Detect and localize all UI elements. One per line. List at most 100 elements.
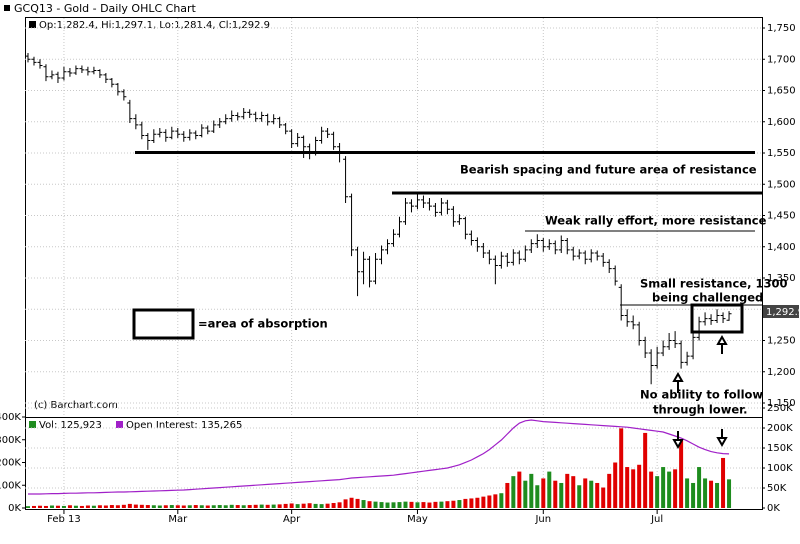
ohlc-bar [426, 198, 432, 211]
down-arrow [716, 429, 728, 448]
volume-bar [589, 480, 594, 508]
volume-bar [685, 478, 690, 508]
volume-bar [73, 505, 78, 508]
y-tick-label: 1,500 [767, 179, 796, 190]
ohlc-bar [73, 65, 79, 75]
annotation: being challenged [652, 291, 763, 305]
ohlc-bar [253, 111, 259, 122]
ohlc-bar [25, 53, 31, 63]
chart-title: GCQ13 - Gold - Daily OHLC Chart [14, 2, 197, 15]
volume-bar [307, 503, 312, 508]
ohlc-bar [726, 311, 732, 321]
volume-bar [271, 504, 276, 508]
ohlc-bar [720, 312, 726, 323]
ohlc-bar [642, 336, 648, 358]
ohlc-bar [295, 133, 301, 147]
y-tick-label: 0K [8, 503, 21, 514]
ohlc-bar [373, 253, 379, 285]
y-tick-label: 1,700 [767, 54, 796, 65]
volume-bar [571, 476, 576, 508]
volume-bar [223, 505, 228, 508]
ohlc-bar [546, 239, 552, 250]
volume-bar [169, 505, 174, 508]
volume-bar [691, 482, 696, 508]
ohlc-bar [169, 126, 175, 140]
ohlc-bar [684, 351, 690, 366]
ohlc-bar [277, 116, 283, 128]
absorption-box [690, 303, 744, 334]
ohlc-bar [61, 66, 67, 81]
volume-bar [679, 439, 684, 508]
ohlc-bar [37, 59, 43, 69]
y-tick-label: 1,650 [767, 86, 796, 97]
legend-swatch [29, 421, 36, 428]
ohlc-bar [79, 65, 85, 73]
volume-bar [127, 503, 132, 508]
plot: 1,1501,2001,2501,3001,3501,4001,4501,500… [0, 18, 796, 525]
ohlc-bar [55, 71, 61, 83]
y2-tick-label: 50K [767, 483, 787, 494]
volume-bar [547, 471, 552, 508]
volume-bar [289, 503, 294, 508]
ohlc-bar [283, 123, 289, 135]
ohlc-bar [343, 156, 349, 203]
ohlc-bar [85, 66, 91, 76]
ohlc-bar [414, 193, 420, 210]
ohlc-bar [678, 340, 684, 369]
ohlc-bar [259, 111, 265, 122]
volume-bar [481, 496, 486, 508]
volume-bar [217, 505, 222, 508]
volume-bar [373, 501, 378, 508]
last-price-label: 1,292.9 [766, 307, 800, 318]
ohlc-bar [540, 238, 546, 252]
y-tick-label: 1,400 [767, 242, 796, 253]
ohlc-bar [576, 249, 582, 260]
volume-bar [649, 471, 654, 508]
ohlc-bar [217, 118, 223, 128]
y2-tick-label: 250K [767, 403, 793, 414]
ohlc-bar [558, 235, 564, 253]
volume-bar [715, 482, 720, 508]
y-tick-label: 400K [0, 412, 21, 423]
ohlc-bar [121, 89, 127, 101]
y2-tick-label: 200K [767, 423, 793, 434]
ohlc-bar [582, 250, 588, 265]
ohlc-bar [319, 126, 325, 144]
volume-bar [91, 505, 96, 508]
volume-bar [595, 482, 600, 508]
ohlc-bar [43, 64, 49, 82]
volume-bar [565, 473, 570, 508]
volume-bar [175, 505, 180, 508]
ohlc-bar [612, 265, 618, 286]
volume-bar [463, 498, 468, 508]
volume-bar [439, 501, 444, 508]
volume-bar [355, 498, 360, 508]
ohlc-bar [229, 110, 235, 122]
ohlc-bar [361, 251, 367, 285]
ohlc-bar [498, 251, 504, 269]
volume-bar [115, 505, 120, 508]
ohlc-bar [522, 245, 528, 262]
volume-bar [193, 505, 198, 508]
volume-bar [505, 482, 510, 508]
info-icon [29, 21, 36, 28]
annotation: Weak rally effort, more resistance [545, 214, 767, 228]
volume-bar [139, 504, 144, 508]
ohlc-bar [205, 125, 211, 135]
ohlc-bar [570, 246, 576, 261]
volume-bar [253, 504, 258, 508]
ohlc-bar [654, 346, 660, 369]
x-tick-label: Feb 13 [47, 514, 81, 525]
credit: (c) Barchart.com [34, 400, 118, 411]
ohlc-bar [271, 114, 277, 125]
info-text: Op:1,282.4, Hi:1,297.1, Lo:1,281.4, Cl:1… [39, 20, 270, 31]
ohlc-bar [265, 113, 271, 126]
volume-bar [391, 502, 396, 508]
volume-bar [103, 505, 108, 508]
volume-bar [451, 500, 456, 508]
volume-bar [523, 480, 528, 508]
volume-bar [499, 493, 504, 508]
ohlc-bar [223, 114, 229, 125]
volume-bar [187, 505, 192, 508]
